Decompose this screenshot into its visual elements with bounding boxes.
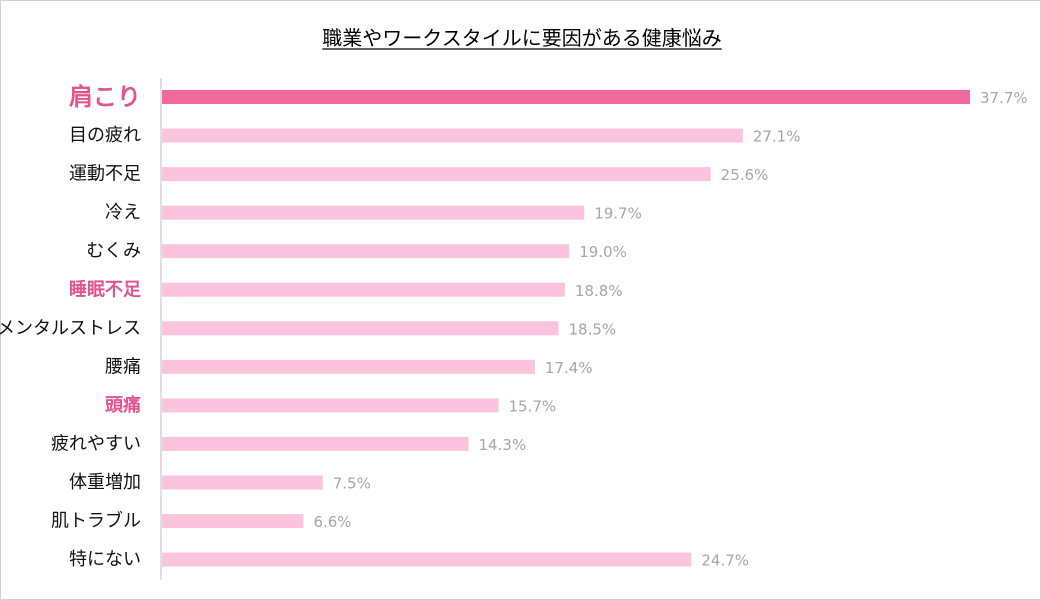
- category-label-6: メンタルストレス: [0, 318, 141, 339]
- category-label-3: 冷え: [105, 202, 141, 223]
- category-label-9: 疲れやすい: [51, 433, 141, 454]
- bar-6: [162, 321, 559, 336]
- chart-title: 職業やワークスタイルに要因がある健康悩み: [322, 26, 721, 50]
- bar-3: [162, 205, 585, 220]
- category-label-8: 頭痛: [105, 394, 141, 416]
- category-label-2: 運動不足: [69, 164, 141, 185]
- bar-5: [162, 282, 565, 297]
- value-label-8: 15.7%: [508, 397, 556, 415]
- category-label-7: 腰痛: [105, 356, 141, 377]
- bar-10: [162, 475, 323, 490]
- category-label-5: 睡眠不足: [69, 279, 141, 300]
- category-label-4: むくみ: [86, 241, 141, 262]
- bar-4: [162, 244, 570, 259]
- bar-11: [162, 514, 304, 529]
- bar-1: [162, 128, 743, 143]
- bar-9: [162, 436, 469, 451]
- value-label-0: 37.7%: [980, 89, 1028, 107]
- value-label-3: 19.7%: [594, 205, 642, 223]
- value-label-9: 14.3%: [478, 436, 526, 454]
- bars-group: 肩こり 37.7% 目の疲れ 27.1% 運動不足 25.6% 冷え 19.7% むくみ 19.0…: [0, 83, 1028, 570]
- value-label-6: 18.5%: [568, 320, 616, 338]
- bar-8: [162, 398, 499, 413]
- bar-0: [162, 90, 970, 104]
- value-label-2: 25.6%: [721, 166, 769, 184]
- value-label-7: 17.4%: [545, 359, 593, 377]
- value-label-1: 27.1%: [753, 128, 801, 146]
- category-label-0: 肩こり: [69, 83, 141, 111]
- category-label-12: 特にない: [69, 549, 141, 570]
- value-label-12: 24.7%: [701, 552, 749, 570]
- bar-2: [162, 167, 711, 182]
- value-label-10: 7.5%: [333, 475, 371, 493]
- category-label-1: 目の疲れ: [69, 125, 141, 146]
- bar-7: [162, 359, 535, 374]
- category-label-10: 体重増加: [69, 472, 141, 493]
- bar-12: [162, 552, 692, 567]
- category-label-11: 肌トラブル: [51, 510, 141, 532]
- value-label-4: 19.0%: [579, 243, 627, 261]
- value-label-5: 18.8%: [575, 282, 623, 300]
- value-label-11: 6.6%: [313, 513, 351, 531]
